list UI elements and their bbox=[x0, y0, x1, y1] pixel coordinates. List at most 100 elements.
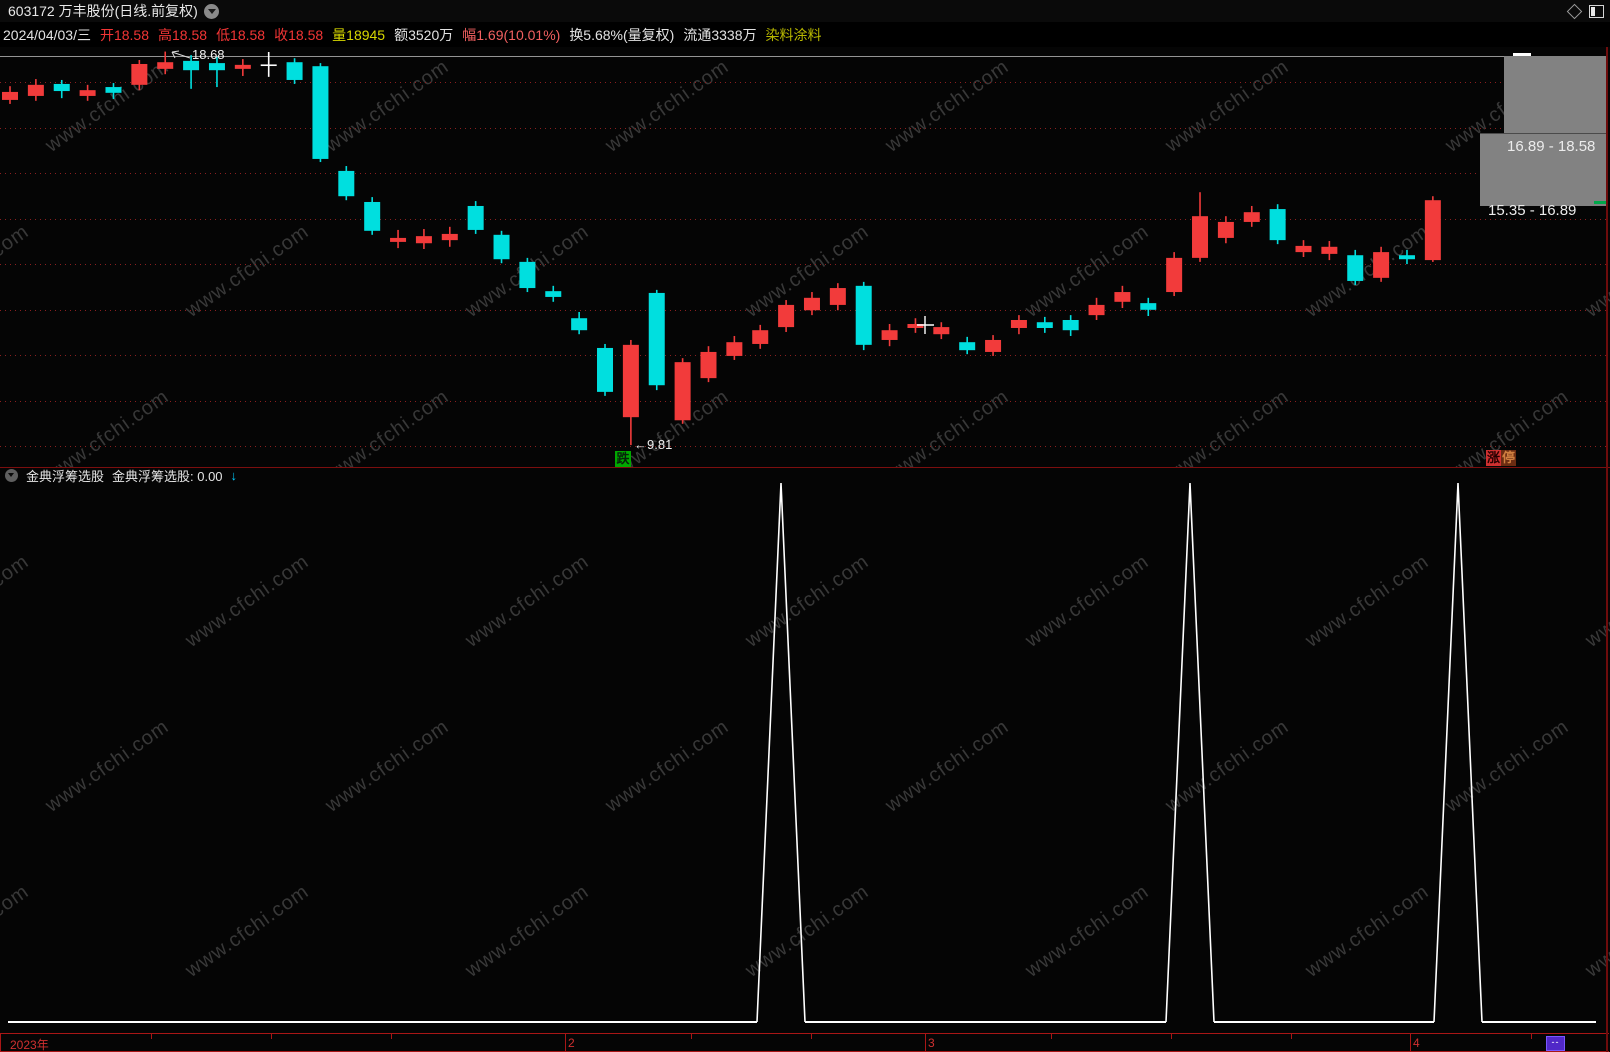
candle[interactable] bbox=[1036, 316, 1053, 333]
diamond-icon[interactable] bbox=[1566, 3, 1583, 19]
candle[interactable] bbox=[1217, 216, 1234, 244]
candle[interactable] bbox=[364, 197, 381, 235]
candle[interactable] bbox=[1398, 249, 1415, 265]
info-segment: 换5.68%(量复权) bbox=[569, 26, 675, 43]
candle[interactable] bbox=[907, 318, 924, 333]
candle[interactable] bbox=[312, 63, 329, 163]
indicator-down-arrow: ↓ bbox=[230, 467, 238, 483]
candle[interactable] bbox=[79, 84, 96, 101]
box-top-highlight bbox=[1513, 53, 1531, 56]
candle[interactable] bbox=[493, 230, 510, 264]
candle[interactable] bbox=[415, 229, 432, 250]
candle[interactable] bbox=[467, 201, 484, 234]
limit-up-badge-char1: 涨 bbox=[1486, 450, 1501, 466]
axis-label: 3 bbox=[928, 1036, 935, 1050]
candle[interactable] bbox=[105, 83, 122, 100]
panel-right-border bbox=[1606, 47, 1608, 1052]
axis-tick bbox=[811, 1034, 812, 1039]
candle[interactable] bbox=[829, 283, 846, 311]
candle[interactable] bbox=[519, 257, 536, 293]
pane-separator bbox=[0, 467, 1610, 468]
candle[interactable] bbox=[985, 335, 1002, 356]
axis-tick bbox=[271, 1034, 272, 1039]
candle[interactable] bbox=[1192, 192, 1209, 262]
candle[interactable] bbox=[1295, 240, 1312, 257]
candle[interactable] bbox=[1062, 315, 1079, 336]
info-segment: 量18945 bbox=[332, 26, 386, 43]
info-segment: 开18.58 bbox=[99, 26, 150, 43]
indicator-pane[interactable] bbox=[0, 482, 1610, 1027]
candle[interactable] bbox=[1166, 252, 1183, 297]
candle[interactable] bbox=[27, 79, 44, 101]
candle[interactable] bbox=[260, 52, 277, 77]
candle[interactable] bbox=[1140, 297, 1157, 317]
candle[interactable] bbox=[208, 56, 225, 88]
candle[interactable] bbox=[803, 292, 820, 316]
split-panel-icon[interactable] bbox=[1589, 4, 1604, 18]
indicator-label-row: 金典浮筹选股 金典浮筹选股: 0.00 ↓ bbox=[0, 467, 1610, 484]
candlestick-chart[interactable] bbox=[0, 47, 1610, 467]
candle[interactable] bbox=[778, 300, 795, 332]
info-segment: 收18.58 bbox=[274, 26, 324, 43]
axis-expand-button[interactable]: -- bbox=[1546, 1036, 1565, 1051]
candle[interactable] bbox=[1269, 204, 1286, 245]
candle[interactable] bbox=[53, 79, 70, 99]
candle[interactable] bbox=[183, 55, 200, 89]
gridline bbox=[0, 127, 1607, 129]
indicator-spike bbox=[756, 482, 806, 1023]
gridline bbox=[0, 173, 1607, 174]
indicator-dropdown-icon[interactable] bbox=[5, 468, 18, 482]
candle[interactable] bbox=[700, 346, 717, 383]
title-dropdown-icon[interactable] bbox=[203, 3, 219, 19]
axis-tick bbox=[691, 1034, 692, 1039]
candle[interactable] bbox=[571, 312, 588, 335]
fall-badge: 跌 bbox=[615, 451, 631, 467]
gridline bbox=[0, 264, 1607, 265]
candle[interactable] bbox=[390, 229, 407, 249]
candle[interactable] bbox=[1088, 297, 1105, 321]
candle[interactable] bbox=[1010, 315, 1027, 335]
candle[interactable] bbox=[648, 289, 665, 391]
gridline bbox=[0, 355, 1607, 356]
candle[interactable] bbox=[338, 166, 355, 201]
candle[interactable] bbox=[545, 285, 562, 302]
candle[interactable] bbox=[131, 59, 148, 91]
candle[interactable] bbox=[622, 339, 639, 446]
axis-tick bbox=[925, 1034, 926, 1051]
gridline bbox=[0, 82, 1607, 83]
candle[interactable] bbox=[752, 324, 769, 349]
indicator-name[interactable]: 金典浮筹选股 bbox=[26, 468, 105, 484]
axis-label: 2023年 bbox=[10, 1038, 49, 1052]
candle[interactable] bbox=[597, 343, 614, 396]
candle[interactable] bbox=[1373, 246, 1390, 282]
window-title: 603172 万丰股份(日线.前复权) bbox=[8, 3, 198, 19]
price-range-box-lower[interactable] bbox=[1480, 133, 1607, 206]
candle[interactable] bbox=[2, 86, 18, 104]
main-chart-pane[interactable]: 18.68 ←9.81 16.89 - 18.58 15.35 - 16.89 … bbox=[0, 47, 1610, 467]
axis-label: 2 bbox=[568, 1036, 575, 1050]
limit-up-badge-char2: 停 bbox=[1501, 450, 1516, 466]
candle[interactable] bbox=[726, 335, 743, 360]
info-segment: 染料涂料 bbox=[765, 26, 822, 43]
axis-tick bbox=[1531, 1034, 1532, 1039]
candle[interactable] bbox=[959, 336, 976, 355]
candle[interactable] bbox=[1347, 249, 1364, 285]
candle[interactable] bbox=[1114, 285, 1131, 309]
candle[interactable] bbox=[881, 323, 898, 347]
candle[interactable] bbox=[855, 281, 872, 351]
candle[interactable] bbox=[1243, 205, 1260, 227]
candle[interactable] bbox=[286, 58, 303, 84]
candle[interactable] bbox=[1424, 196, 1441, 262]
candle[interactable] bbox=[441, 226, 458, 247]
candle[interactable] bbox=[1321, 241, 1338, 261]
low-price-annotation: ←9.81 bbox=[634, 437, 673, 452]
candle[interactable] bbox=[674, 358, 691, 424]
high-price-annotation: 18.68 bbox=[192, 47, 225, 62]
candle[interactable] bbox=[933, 322, 950, 340]
crosshair-cursor bbox=[917, 316, 934, 334]
candle[interactable] bbox=[157, 51, 174, 75]
axis-label: 4 bbox=[1413, 1036, 1420, 1050]
candle[interactable] bbox=[234, 59, 251, 76]
price-range-box-upper[interactable] bbox=[1504, 56, 1607, 133]
axis-tick bbox=[1051, 1034, 1052, 1039]
